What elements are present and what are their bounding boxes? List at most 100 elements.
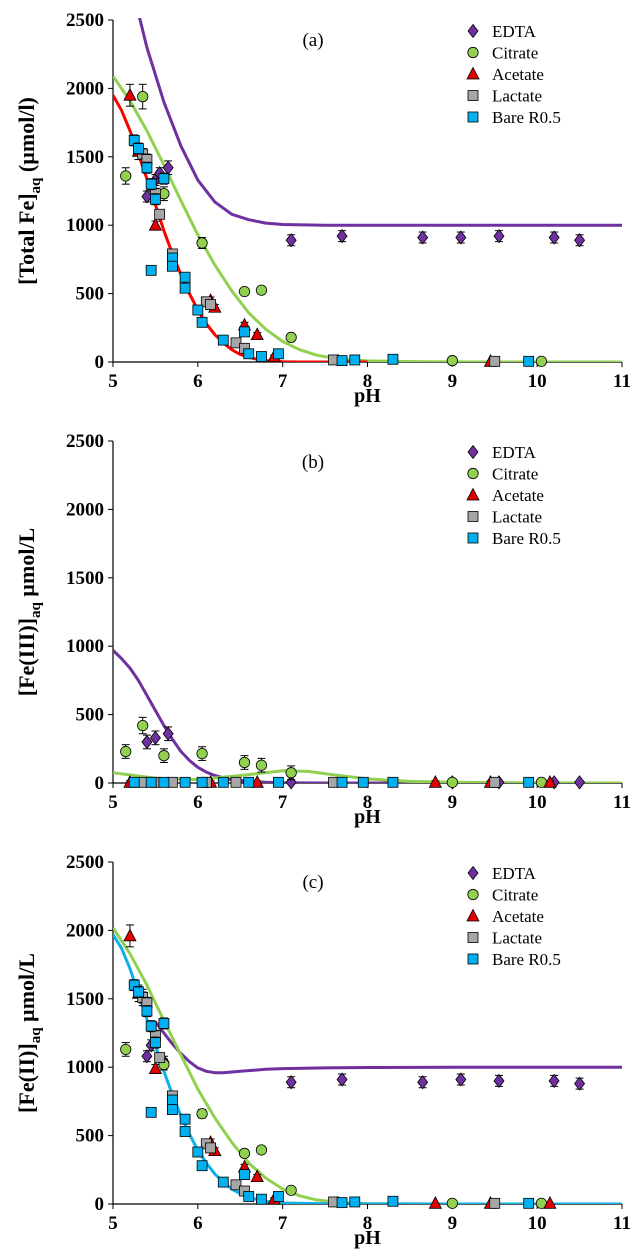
- x-axis-label: pH: [354, 806, 381, 828]
- data-point-bare-r0-5: [141, 1005, 153, 1017]
- legend-marker-acetate: [466, 66, 480, 80]
- y-tick-label: 500: [76, 1126, 105, 1147]
- x-tick-label: 5: [108, 371, 118, 392]
- data-point-bare-r0-5: [387, 353, 399, 365]
- data-point-acetate: [250, 774, 264, 788]
- data-point-acetate: [543, 774, 557, 788]
- legend-marker-bare-r0-5: [467, 953, 479, 965]
- series-edta: [141, 1032, 586, 1091]
- data-point-bare-r0-5: [133, 986, 144, 998]
- data-point-acetate: [148, 1061, 163, 1074]
- data-point-bare-r0-5: [158, 1018, 170, 1029]
- x-tick-label: 6: [193, 1213, 203, 1234]
- y-tick-label: 1000: [66, 1057, 104, 1078]
- x-tick-label: 5: [108, 792, 118, 813]
- panel-label: (a): [302, 30, 323, 51]
- data-point-bare-r0-5: [256, 1193, 267, 1205]
- data-point-citrate: [238, 756, 251, 769]
- data-point-citrate: [196, 747, 208, 760]
- panel-label: (c): [302, 872, 323, 893]
- data-point-bare-r0-5: [256, 351, 267, 362]
- y-tick-label: 2500: [66, 10, 104, 31]
- legend-marker-bare-r0-5: [467, 532, 479, 544]
- data-point-citrate: [446, 355, 458, 367]
- fit-line-edta: [113, 649, 622, 783]
- data-point-bare-r0-5: [349, 354, 361, 366]
- data-point-citrate: [285, 767, 297, 779]
- data-point-acetate: [428, 774, 443, 788]
- data-point-acetate: [250, 1169, 264, 1183]
- x-tick-label: 5: [108, 1213, 118, 1234]
- x-tick-label: 9: [448, 1213, 458, 1234]
- y-tick-label: 500: [76, 284, 105, 305]
- data-point-edta: [455, 230, 467, 245]
- x-tick-label: 7: [278, 792, 288, 813]
- legend: EDTA Citrate Acetate Lactate Bare R0.5: [466, 22, 561, 127]
- data-point-citrate: [196, 1108, 208, 1120]
- y-tick-label: 2000: [66, 920, 104, 941]
- x-tick-label: 6: [193, 792, 203, 813]
- y-axis-label-unit: (µmol/l): [14, 97, 39, 178]
- data-point-edta: [149, 730, 161, 746]
- x-tick-label: 8: [363, 371, 373, 392]
- x-tick-label: 10: [528, 1213, 547, 1234]
- series-lactate: [137, 991, 501, 1209]
- data-point-edta: [285, 233, 297, 248]
- data-point-bare-r0-5: [145, 264, 157, 276]
- data-point-citrate: [446, 1197, 458, 1209]
- data-point-bare-r0-5: [192, 1146, 204, 1158]
- data-point-edta: [285, 775, 297, 790]
- y-tick-label: 1500: [66, 147, 104, 168]
- y-tick-label: 2000: [66, 78, 104, 99]
- fit-line-edta: [138, 18, 622, 227]
- legend-label: EDTA: [492, 22, 537, 41]
- chart-panel-1: 0 500 1000 1500 2000 2500 5 6 7 8 9 10 11 pH [Total Fe…: [14, 10, 631, 407]
- x-tick-label: 7: [278, 371, 288, 392]
- fit-line-edta: [154, 1021, 622, 1075]
- y-tick-label: 0: [95, 352, 105, 373]
- x-tick-label: 9: [448, 792, 458, 813]
- data-point-bare-r0-5: [523, 1197, 535, 1209]
- data-point-citrate: [137, 91, 149, 103]
- data-point-bare-r0-5: [239, 326, 250, 338]
- data-point-acetate: [543, 1195, 557, 1209]
- legend-marker-edta: [467, 865, 479, 881]
- data-point-edta: [548, 230, 560, 245]
- legend-label: Lactate: [492, 929, 542, 948]
- y-tick-label: 500: [76, 705, 105, 726]
- data-point-bare-r0-5: [166, 260, 178, 272]
- data-point-citrate: [238, 1147, 251, 1159]
- data-point-bare-r0-5: [196, 316, 208, 328]
- data-point-citrate: [120, 170, 132, 182]
- data-point-lactate: [230, 337, 242, 349]
- data-point-citrate: [535, 355, 548, 367]
- data-point-acetate: [123, 87, 137, 101]
- data-point-bare-r0-5: [145, 776, 157, 788]
- y-tick-label: 0: [95, 773, 105, 794]
- data-point-bare-r0-5: [523, 776, 535, 788]
- legend-label: Acetate: [492, 486, 544, 505]
- y-axis-label-unit: µmol/L: [14, 953, 39, 1027]
- data-point-citrate: [255, 284, 268, 296]
- x-tick-label: 8: [363, 1213, 373, 1234]
- x-tick-label: 10: [528, 792, 547, 813]
- series-citrate: [120, 83, 548, 367]
- data-point-lactate: [489, 355, 501, 367]
- data-point-citrate: [137, 719, 149, 732]
- legend-label: Acetate: [492, 65, 544, 84]
- legend-label: Lactate: [492, 87, 542, 106]
- legend-label: Citrate: [492, 886, 538, 905]
- data-point-lactate: [154, 1052, 166, 1064]
- data-point-edta: [417, 230, 429, 245]
- legend-marker-acetate: [466, 487, 480, 501]
- data-point-bare-r0-5: [145, 1020, 157, 1032]
- data-point-bare-r0-5: [357, 776, 369, 788]
- legend-label: Acetate: [492, 907, 544, 926]
- data-point-edta: [141, 1049, 153, 1064]
- data-point-edta: [493, 228, 505, 244]
- data-point-edta: [574, 233, 586, 248]
- data-point-bare-r0-5: [150, 193, 161, 205]
- series-lactate: [137, 148, 501, 367]
- data-point-acetate: [250, 327, 264, 341]
- y-axis-label-sub: aq: [28, 177, 44, 194]
